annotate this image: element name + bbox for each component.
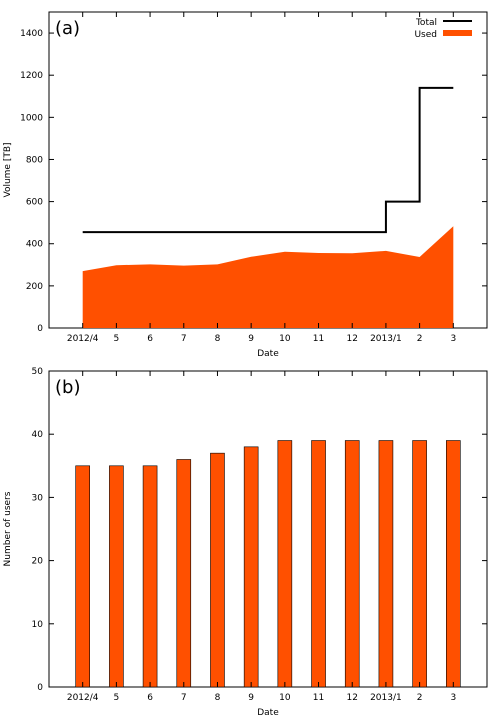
y-tick-label: 40	[32, 430, 44, 440]
x-tick-label: 6	[147, 693, 153, 703]
bar	[311, 440, 326, 688]
used-area-group	[82, 226, 454, 328]
x-tick-label: 10	[279, 334, 291, 344]
x-tick-label: 2	[417, 693, 423, 703]
bar	[446, 440, 461, 688]
legend-used-label: Used	[414, 30, 437, 40]
chart-b-x-ticks: 2012/4 5 6 7 8 9 10 11 12 2013/1 2 3	[67, 371, 456, 703]
y-tick-label: 800	[26, 155, 43, 165]
y-tick-label: 20	[32, 557, 44, 567]
x-tick-label: 11	[313, 693, 324, 703]
used-area	[82, 226, 454, 328]
chart-a-y-ticks: 0 200 400 600 800 1000 1200 1400	[20, 29, 487, 334]
y-tick-label: 10	[32, 620, 44, 630]
chart-a-x-ticks: 2012/4 5 6 7 8 9 10 11 12 2013/1 2 3	[67, 12, 456, 344]
x-tick-label: 5	[114, 693, 120, 703]
legend-used-swatch	[443, 30, 472, 36]
x-tick-label: 2012/4	[67, 693, 99, 703]
y-axis-title-b: Number of users	[3, 491, 13, 566]
y-tick-label: 400	[26, 240, 43, 250]
x-axis-title-a: Date	[257, 349, 279, 359]
y-tick-label: 600	[26, 198, 43, 208]
x-tick-label: 5	[114, 334, 120, 344]
y-tick-label: 1200	[20, 71, 43, 81]
x-tick-label: 9	[248, 693, 254, 703]
chart-b-y-ticks: 0 10 20 30 40 50	[32, 367, 487, 693]
y-tick-label: 0	[37, 324, 43, 334]
chart-a: 0 200 400 600 800 1000 1200 1400 2012/4 5 6 7 8 9 10 1…	[3, 11, 488, 359]
x-tick-label: 2012/4	[67, 334, 99, 344]
bar	[109, 465, 124, 688]
total-line	[82, 86, 454, 234]
x-tick-label: 2013/1	[370, 334, 402, 344]
x-tick-label: 10	[279, 693, 291, 703]
bar	[277, 440, 293, 688]
y-tick-label: 200	[26, 282, 43, 292]
x-axis-title-b: Date	[257, 708, 279, 718]
y-tick-label: 1000	[20, 113, 43, 123]
bar	[142, 465, 158, 688]
x-tick-label: 6	[147, 334, 153, 344]
x-tick-label: 9	[248, 334, 254, 344]
total-line-group	[82, 86, 454, 234]
bar	[344, 440, 360, 688]
chart-b-frame	[48, 370, 488, 688]
x-tick-label: 12	[347, 693, 358, 703]
bar	[243, 446, 259, 688]
y-tick-label: 1400	[20, 29, 43, 39]
chart-b: 0 10 20 30 40 50 2012/4 5 6 7 8 9 10 11 12 2013/1 2 3 (b…	[3, 367, 488, 718]
x-tick-label: 11	[313, 334, 324, 344]
x-tick-label: 8	[215, 334, 221, 344]
legend-total-label: Total	[415, 18, 437, 28]
x-tick-label: 8	[215, 693, 221, 703]
panel-label-a: (a)	[55, 18, 80, 39]
bars-group	[75, 440, 461, 688]
legend: Total Used	[414, 18, 472, 40]
y-tick-label: 0	[37, 683, 43, 693]
y-axis-title-a: Volume [TB]	[3, 142, 13, 197]
x-tick-label: 3	[450, 334, 456, 344]
x-tick-label: 7	[181, 693, 187, 703]
bar	[176, 459, 192, 688]
x-tick-label: 7	[181, 334, 187, 344]
x-tick-label: 3	[450, 693, 456, 703]
bar	[378, 440, 394, 688]
bar	[412, 440, 427, 688]
x-tick-label: 2	[417, 334, 423, 344]
y-tick-label: 50	[32, 367, 44, 377]
x-tick-label: 12	[347, 334, 358, 344]
bar	[75, 465, 90, 688]
y-tick-label: 30	[32, 493, 44, 503]
bar	[210, 452, 225, 688]
x-tick-label: 2013/1	[370, 693, 402, 703]
panel-label-b: (b)	[55, 377, 80, 398]
